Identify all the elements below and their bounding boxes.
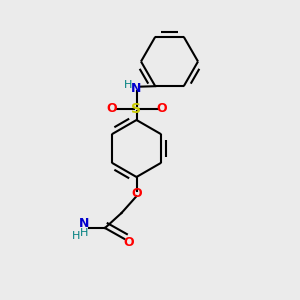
Text: H: H xyxy=(80,227,88,238)
Text: N: N xyxy=(131,82,142,95)
Text: O: O xyxy=(106,102,117,115)
Text: S: S xyxy=(131,102,142,116)
Text: O: O xyxy=(131,187,142,200)
Text: H: H xyxy=(72,231,80,242)
Text: N: N xyxy=(79,217,89,230)
Text: O: O xyxy=(124,236,134,250)
Text: O: O xyxy=(156,102,167,115)
Text: H: H xyxy=(124,80,132,91)
